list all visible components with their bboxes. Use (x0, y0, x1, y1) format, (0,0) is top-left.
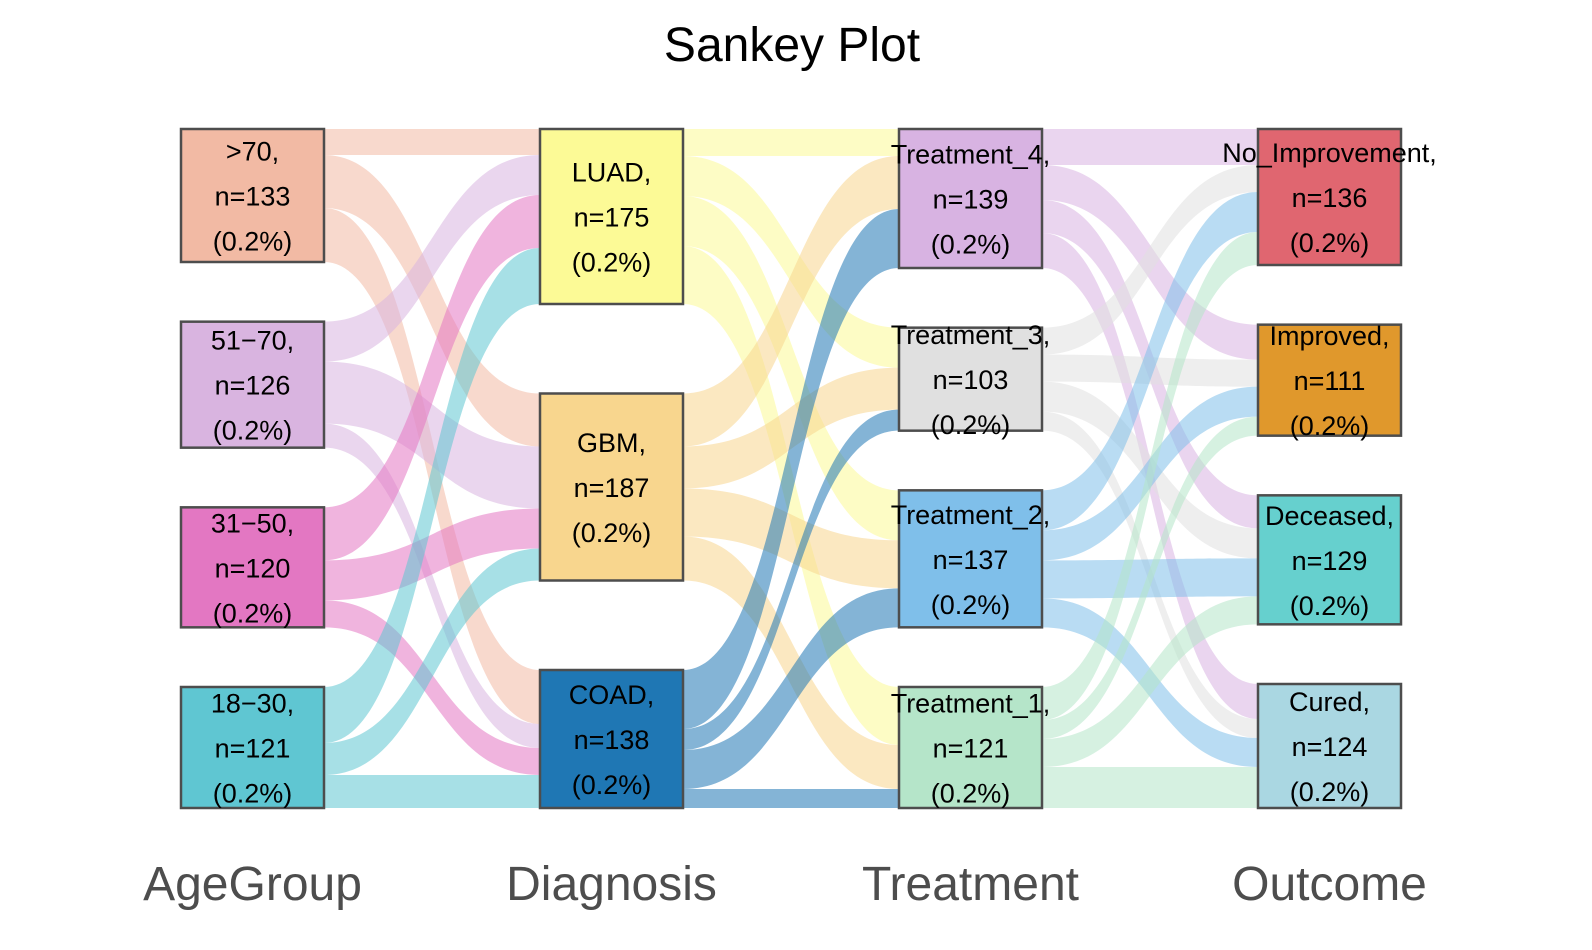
node-percent: (0.2%) (1290, 228, 1370, 258)
node-label: LUAD, (572, 158, 652, 188)
node-percent: (0.2%) (931, 230, 1011, 260)
flow-Treatment3-to-NoImprovement (1042, 165, 1258, 355)
node-count: n=103 (933, 365, 1009, 395)
node-1830 (179, 685, 326, 810)
node-label: >70, (226, 137, 279, 167)
labels-layer: >70, n=133 (0.2%) 51−70, n=126 (0.2%) 31−50, n=… (211, 137, 1437, 809)
flow-GBM-to-Treatment3 (683, 367, 899, 489)
node-percent: (0.2%) (213, 779, 293, 809)
node-count: n=120 (215, 553, 291, 583)
node-cured (1256, 682, 1403, 810)
node-count: n=121 (933, 734, 1009, 764)
node-treatment3 (897, 326, 1044, 432)
node-treatment4 (897, 127, 1044, 270)
flow-3150-to-LUAD (324, 195, 540, 561)
node-label: GBM, (577, 428, 646, 458)
node-label: Treatment_2, (891, 500, 1051, 530)
flow-1830-to-GBM (324, 548, 540, 775)
flow-1830-to-LUAD (324, 248, 540, 743)
node-gbm (538, 392, 685, 582)
flow-COAD-to-Treatment2 (683, 588, 899, 789)
axis-labels: AgeGroup Diagnosis Treatment Outcome (143, 858, 1427, 911)
flow-Treatment1-to-NoImprovement (1042, 232, 1258, 720)
flow-LUAD-to-Treatment4 (683, 129, 899, 156)
node-label: Cured, (1289, 687, 1370, 717)
node-70 (179, 127, 326, 264)
node-count: n=175 (574, 203, 650, 233)
node-treatment2 (897, 489, 1044, 629)
flow-COAD-to-Treatment4 (683, 209, 899, 729)
flow-5170-to-GBM (324, 361, 540, 509)
flow-70-to-GBM (324, 155, 540, 447)
node-percent: (0.2%) (213, 416, 293, 446)
node-coad (538, 668, 685, 810)
node-treatment1 (897, 685, 1044, 810)
node-label: Treatment_4, (891, 140, 1051, 170)
flow-5170-to-COAD (324, 423, 540, 748)
node-3150 (179, 506, 326, 629)
flow-COAD-to-Treatment3 (683, 409, 899, 750)
node-percent: (0.2%) (572, 248, 652, 278)
flow-70-to-LUAD (324, 129, 540, 155)
flow-3150-to-GBM (324, 508, 540, 601)
node-label: Treatment_3, (891, 320, 1051, 350)
flow-Treatment1-to-Cured (1042, 767, 1258, 808)
axis-label-diagnosis: Diagnosis (506, 858, 717, 911)
node-count: n=121 (215, 734, 291, 764)
nodes-layer (179, 127, 1403, 810)
node-count: n=139 (933, 185, 1009, 215)
flow-Treatment4-to-NoImprovement (1042, 129, 1258, 165)
node-count: n=137 (933, 545, 1009, 575)
node-5170 (179, 320, 326, 449)
node-percent: (0.2%) (1290, 411, 1370, 441)
flow-Treatment1-to-Improved (1042, 416, 1258, 739)
flow-GBM-to-Treatment2 (683, 488, 899, 589)
flow-5170-to-LUAD (324, 155, 540, 362)
axis-label-treatment: Treatment (862, 858, 1079, 911)
node-noimprovement (1256, 127, 1403, 267)
node-percent: (0.2%) (1290, 777, 1370, 807)
node-percent: (0.2%) (931, 590, 1011, 620)
node-label: 18−30, (211, 689, 294, 719)
flow-3150-to-COAD (324, 600, 540, 775)
node-percent: (0.2%) (572, 518, 652, 548)
chart-title: Sankey Plot (664, 19, 920, 72)
node-percent: (0.2%) (931, 410, 1011, 440)
node-count: n=111 (1294, 366, 1366, 396)
node-count: n=136 (1292, 183, 1368, 213)
axis-label-outcome: Outcome (1232, 858, 1427, 911)
flow-GBM-to-Treatment1 (683, 536, 899, 789)
flow-GBM-to-Treatment4 (683, 156, 899, 447)
node-label: 51−70, (211, 326, 294, 356)
node-label: Improved, (1269, 321, 1389, 351)
node-count: n=138 (574, 725, 650, 755)
node-deceased (1256, 494, 1403, 626)
node-percent: (0.2%) (1290, 591, 1370, 621)
axis-label-agegroup: AgeGroup (143, 858, 362, 911)
node-percent: (0.2%) (213, 598, 293, 628)
node-luad (538, 127, 685, 306)
flow-COAD-to-Treatment1 (683, 789, 899, 808)
node-percent: (0.2%) (572, 770, 652, 800)
flow-LUAD-to-Treatment2 (683, 196, 899, 541)
node-count: n=126 (215, 371, 291, 401)
node-label: Deceased, (1265, 501, 1394, 531)
node-label: Treatment_1, (891, 689, 1051, 719)
node-label: 31−50, (211, 508, 294, 538)
flow-Treatment1-to-Deceased (1042, 596, 1258, 767)
node-label: No_Improvement, (1222, 138, 1437, 168)
node-percent: (0.2%) (213, 227, 293, 257)
flow-Treatment2-to-NoImprovement (1042, 192, 1258, 531)
node-count: n=124 (1292, 732, 1368, 762)
flows-layer (324, 129, 1258, 808)
node-label: COAD, (569, 680, 655, 710)
node-count: n=129 (1292, 546, 1368, 576)
node-percent: (0.2%) (931, 779, 1011, 809)
flow-1830-to-COAD (324, 775, 540, 808)
node-improved (1256, 323, 1403, 437)
node-count: n=187 (574, 473, 650, 503)
node-count: n=133 (215, 182, 291, 212)
